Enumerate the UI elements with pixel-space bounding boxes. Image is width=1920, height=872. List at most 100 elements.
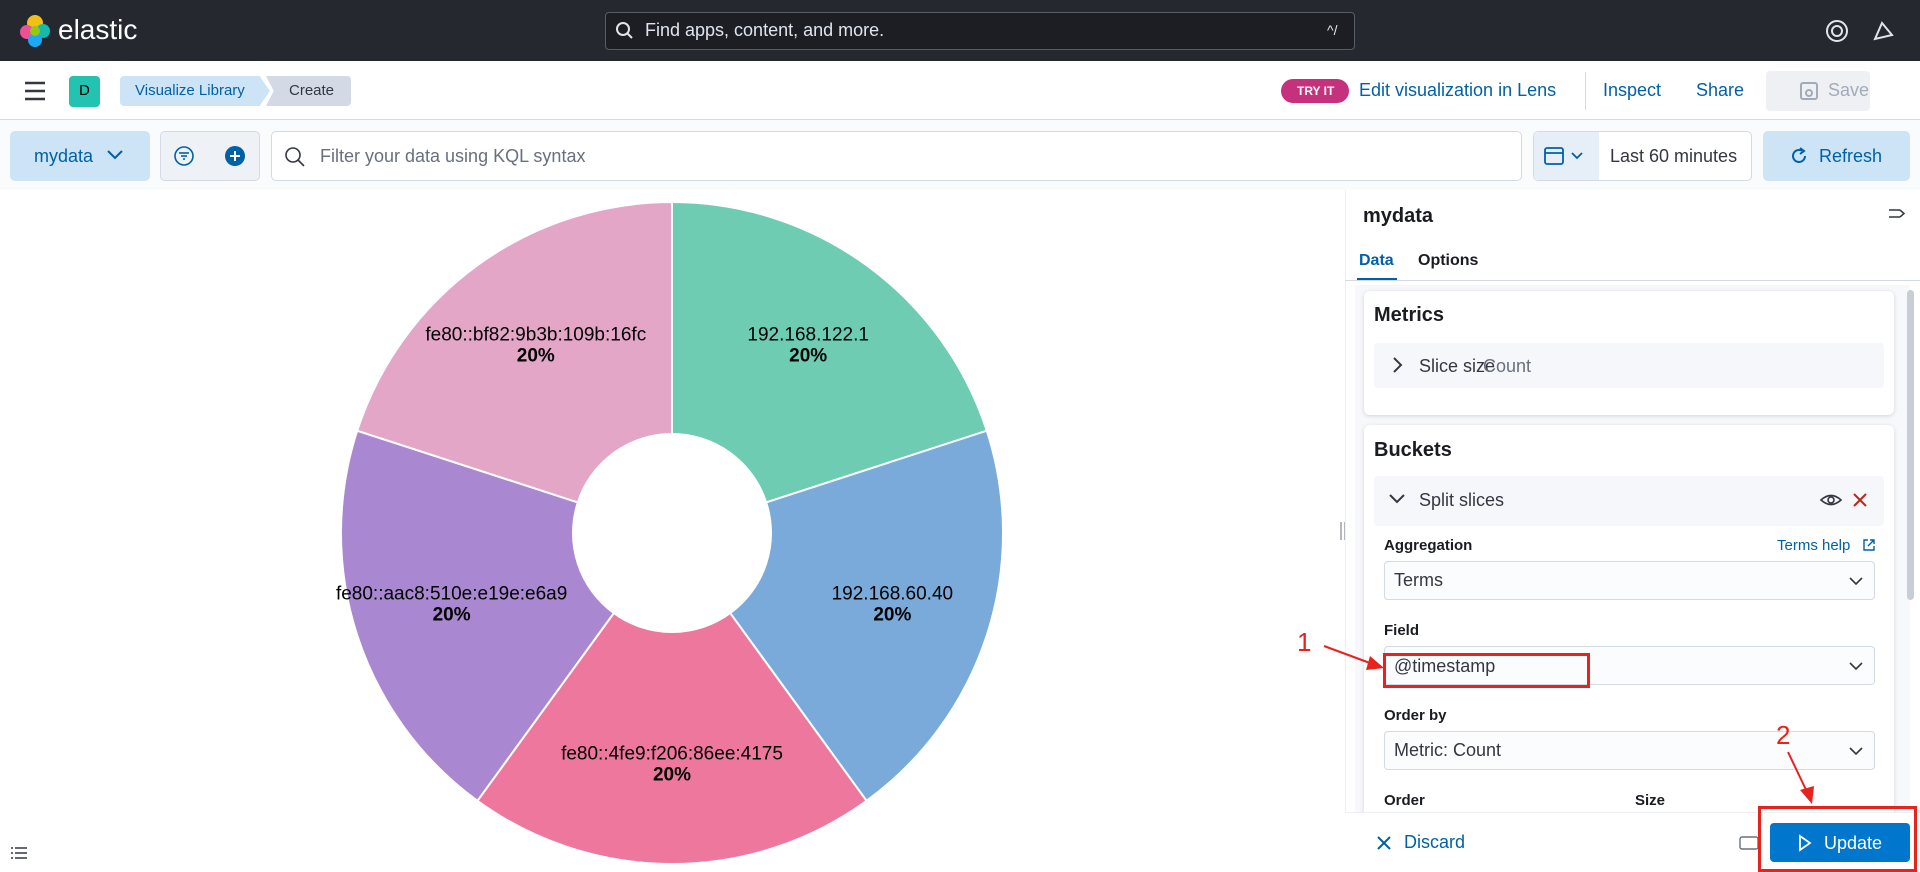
- refresh-icon: [1792, 147, 1806, 163]
- inspect-link[interactable]: Inspect: [1603, 80, 1662, 100]
- add-filter-icon[interactable]: [224, 145, 246, 167]
- aggregation-label: Aggregation: [1384, 537, 1473, 554]
- search-placeholder: Find apps, content, and more.: [645, 20, 885, 40]
- chevron: [1849, 577, 1863, 586]
- chevron: [107, 150, 123, 160]
- pie-slice: [339, 429, 616, 803]
- annotation: 1: [1297, 627, 1312, 657]
- pie-slice: [476, 611, 868, 866]
- discard-icon: [1377, 836, 1391, 850]
- lens-link[interactable]: Edit visualization in Lens: [1359, 80, 1557, 100]
- slice-label: fe80::bf82:9b3b:109b:16fc: [425, 325, 646, 346]
- update-button[interactable]: [1770, 823, 1910, 862]
- pie-chart: 192.168.122.120%192.168.60.4020%fe80::4f…: [336, 200, 1005, 866]
- search-shortcut: ^/: [1327, 22, 1338, 38]
- divider: [1585, 72, 1586, 110]
- field-label: Field: [1384, 622, 1420, 639]
- field-value: @timestamp: [1394, 656, 1496, 676]
- arrow: [1323, 645, 1384, 670]
- chevron: [1849, 662, 1863, 671]
- bucket-label: Split slices: [1419, 490, 1505, 510]
- metric-item[interactable]: [1374, 343, 1884, 388]
- save-icon: [1800, 82, 1818, 100]
- menu-icon[interactable]: [23, 80, 47, 102]
- breadcrumb[interactable]: Visualize Library: [135, 82, 245, 99]
- scrollbar: [1907, 290, 1914, 600]
- discard-button[interactable]: Discard: [1404, 832, 1466, 852]
- order-by-value: Metric: Count: [1394, 740, 1502, 760]
- legend-toggle[interactable]: [10, 845, 30, 861]
- pie-slice: [728, 429, 1005, 803]
- data-view-button[interactable]: [10, 131, 150, 181]
- query-placeholder: Filter your data using KQL syntax: [320, 146, 586, 166]
- annotation: 2: [1776, 720, 1791, 750]
- search-icon: [616, 22, 633, 39]
- save-label: Save: [1828, 80, 1870, 100]
- chevron: [1849, 747, 1863, 756]
- slice-value-label: 20%: [653, 765, 691, 786]
- news-icon[interactable]: [1870, 17, 1898, 45]
- slice-value-label: 20%: [789, 346, 827, 367]
- arrow: [1787, 751, 1814, 804]
- breadcrumb-bg: [266, 76, 351, 106]
- order-label: Order: [1384, 792, 1425, 809]
- try-it: TRY IT: [1297, 84, 1335, 98]
- external-icon: [1863, 539, 1875, 551]
- data-view: mydata: [34, 146, 94, 166]
- share-link[interactable]: Share: [1696, 80, 1745, 100]
- field-select[interactable]: [1384, 646, 1875, 685]
- editor-title: mydata: [1363, 205, 1434, 227]
- highlight-box: [1758, 806, 1917, 872]
- breadcrumb: Create: [289, 82, 335, 99]
- calendar-icon: [1544, 147, 1583, 165]
- collapse-item-icon[interactable]: [1388, 492, 1406, 506]
- slice-label: fe80::aac8:510e:e19e:e6a9: [336, 584, 567, 605]
- order-by-select[interactable]: [1384, 731, 1875, 770]
- aggregation-value: Terms: [1394, 570, 1443, 590]
- bucket-item[interactable]: [1374, 476, 1884, 526]
- size-label: Size: [1635, 792, 1666, 809]
- tab[interactable]: Options: [1418, 252, 1479, 269]
- slice-value-label: 20%: [873, 605, 911, 626]
- slice-label: 192.168.60.40: [832, 584, 954, 605]
- pie-slice: [671, 200, 989, 504]
- tab-active[interactable]: Data: [1359, 252, 1394, 269]
- slice-label: fe80::4fe9:f206:86ee:4175: [561, 744, 783, 765]
- order-by-label: Order by: [1384, 707, 1447, 724]
- buckets-title: Buckets: [1374, 439, 1452, 461]
- pie-slice: [355, 200, 673, 504]
- update-label: Update: [1824, 833, 1883, 853]
- space-badge[interactable]: [69, 76, 100, 107]
- slice-label: 192.168.122.1: [747, 325, 869, 346]
- highlight-box: [1383, 653, 1590, 688]
- global-search[interactable]: [605, 12, 1355, 50]
- filter-icon[interactable]: [173, 145, 195, 167]
- query-input[interactable]: [271, 131, 1522, 181]
- brand: elastic: [58, 14, 138, 45]
- metric-label: Slice size: [1419, 356, 1496, 376]
- query-icon: [285, 147, 305, 167]
- metrics-title: Metrics: [1374, 304, 1445, 326]
- help-link[interactable]: Terms help: [1777, 537, 1851, 554]
- help-icon[interactable]: [1823, 17, 1851, 45]
- breadcrumb-bg[interactable]: [120, 76, 270, 106]
- try-it-badge: [1281, 79, 1349, 103]
- refresh-button[interactable]: [1763, 131, 1910, 181]
- space-letter: D: [79, 82, 90, 99]
- tab-underline: [1357, 278, 1397, 281]
- slice-value-label: 20%: [517, 346, 555, 367]
- aggregation-select[interactable]: [1384, 561, 1875, 600]
- refresh-label: Refresh: [1819, 146, 1883, 166]
- tab-border: [1345, 280, 1920, 281]
- logo: [20, 15, 50, 47]
- keyboard-icon[interactable]: [1739, 836, 1759, 850]
- toggle-visibility[interactable]: [1819, 491, 1843, 509]
- slice-value-label: 20%: [433, 605, 471, 626]
- metric-value: Count: [1483, 356, 1532, 376]
- collapse-icon[interactable]: [1887, 205, 1907, 223]
- expand-icon[interactable]: [1390, 356, 1404, 374]
- editor-footer: [1345, 812, 1920, 872]
- remove-icon[interactable]: [1852, 492, 1868, 508]
- play-icon: [1799, 834, 1812, 852]
